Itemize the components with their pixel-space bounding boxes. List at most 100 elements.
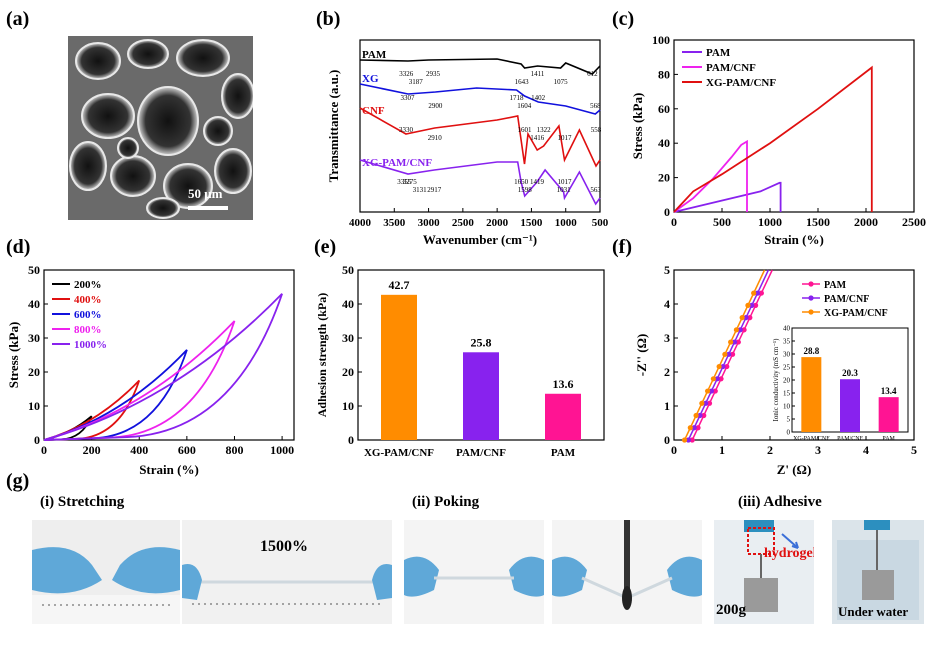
chart-f-legend-label: XG-PAM/CNF	[824, 308, 888, 319]
chart-f-inset-bar	[878, 397, 899, 432]
chart-f-inset-ytick-label: 20	[783, 377, 791, 385]
chart-d-ytick-label: 50	[28, 263, 40, 277]
chart-b-series-line	[359, 107, 601, 168]
chart-d-xlabel: Strain (%)	[139, 462, 199, 477]
chart-f-ytick-label: 2	[664, 365, 670, 379]
chart-f-point	[745, 302, 751, 308]
chart-f-point	[706, 400, 713, 406]
chart-c-ytick-label: 100	[652, 33, 670, 47]
chart-f-ytick-label: 4	[664, 297, 670, 311]
chart-f-point	[712, 388, 718, 394]
chart-d-xtick-label: 600	[178, 443, 196, 457]
chart-c-xlabel: Strain (%)	[764, 232, 824, 247]
chart-b-peak-label: 3307	[401, 94, 416, 102]
chart-b-peak-label: 1411	[531, 70, 545, 78]
chart-b-peak-label: 3355	[397, 178, 412, 186]
chart-c-ytick-label: 0	[664, 205, 670, 219]
stretch-value-label: 1500%	[260, 538, 308, 555]
chart-b-peak-label: 3275	[403, 178, 418, 186]
chart-e-category-label: PAM/CNF	[456, 447, 506, 459]
chart-e-category-label: XG-PAM/CNF	[364, 447, 434, 459]
chart-c-xtick-label: 1000	[758, 215, 782, 229]
panel-label-a: (a)	[6, 8, 30, 30]
adhesive-title: (iii) Adhesive	[738, 494, 822, 510]
chart-e-ytick-label: 40	[342, 297, 354, 311]
chart-b-peak-label: 1017	[558, 134, 573, 142]
chart-b: 4000 3500 3000 2500 2000 1500 1000 500 PAM XG CNF…	[326, 39, 609, 247]
chart-d-xtick-label: 800	[225, 443, 243, 457]
chart-c-ytick-label: 80	[658, 67, 670, 81]
chart-f-xlabel: Z' (Ω)	[777, 462, 812, 477]
panel-label-f: (f)	[612, 236, 632, 258]
chart-b-peak-label: 3131	[413, 186, 428, 194]
chart-c-ytick-label: 40	[658, 136, 670, 150]
chart-c-legend-label: XG-PAM/CNF	[706, 77, 776, 89]
chart-b-series-label: XG	[362, 73, 379, 85]
chart-d-legend-label: 800%	[74, 324, 102, 336]
chart-c-xtick-label: 500	[713, 215, 731, 229]
chart-f-xtick-label: 3	[815, 443, 821, 457]
chart-b-peak-label: 612	[587, 70, 598, 78]
chart-c-ytick-label: 20	[658, 171, 670, 185]
chart-b-series-label: PAM	[362, 49, 387, 61]
chart-b-peak-label: 1402	[531, 94, 546, 102]
chart-d-ylabel: Stress (kPa)	[6, 322, 21, 389]
chart-f-point	[708, 388, 715, 394]
chart-f-point	[685, 437, 691, 443]
chart-b-xtick-label: 2500	[452, 217, 475, 229]
chart-b-peak-label: 558	[591, 126, 602, 134]
chart-f-point	[687, 425, 693, 431]
chart-f-inset-ytick-label: 40	[783, 325, 791, 333]
chart-f-point	[701, 412, 707, 419]
stretch-photo-1500: 1500%	[182, 520, 392, 624]
chart-f-inset-value-label: 28.8	[803, 346, 819, 356]
chart-f-inset-ytick-label: 0	[787, 429, 791, 437]
chart-f-point	[758, 290, 764, 296]
chart-d-series-line	[43, 320, 236, 441]
chart-b-series-label: CNF	[362, 105, 385, 117]
sem-pore-texture	[68, 36, 253, 220]
underwater-label: Under water	[838, 604, 909, 619]
chart-f-inset-bar	[840, 379, 860, 432]
chart-f-point	[695, 425, 701, 431]
chart-f-inset-category-label: XG-PAM/CNF	[793, 436, 830, 442]
chart-f-legend-marker	[808, 281, 814, 287]
chart-f-inset-ytick-label: 35	[783, 338, 791, 346]
chart-e: 0 10 20 30 40 50 42.7 XG-PAM/CNF 25.8 PAM/CNF 13.…	[315, 263, 605, 459]
chart-b-xtick-label: 4000	[349, 217, 372, 229]
chart-f-legend-label: PAM	[824, 280, 847, 291]
chart-f-point	[714, 376, 720, 382]
chart-f-inset-bar	[801, 357, 822, 432]
chart-f-frame	[673, 269, 915, 441]
chart-b-peak-label: 1601	[518, 126, 533, 134]
chart-e-value-label: 25.8	[471, 335, 492, 349]
chart-b-xtick-label: 1000	[555, 217, 578, 229]
chart-c-xtick-label: 2500	[902, 215, 926, 229]
chart-f-point	[739, 315, 745, 321]
chart-c-ytick-label: 60	[658, 102, 670, 116]
sem-scalebar-label: 50 μm	[188, 186, 223, 201]
chart-f-inset-ytick-label: 5	[787, 416, 791, 424]
chart-b-peak-label: 1643	[515, 78, 530, 86]
chart-e-ytick-label: 50	[342, 263, 354, 277]
poking-title: (ii) Poking	[412, 494, 480, 510]
chart-f-xtick-label: 4	[863, 443, 869, 457]
chart-b-peak-label: 1075	[554, 78, 569, 86]
chart-e-category-label: PAM	[551, 447, 576, 459]
chart-f-point	[703, 400, 709, 406]
chart-c-ylabel: Stress (kPa)	[630, 93, 645, 160]
chart-f-legend-marker	[808, 295, 814, 301]
chart-f-inset-ytick-label: 30	[783, 351, 791, 359]
chart-f-point	[743, 315, 749, 321]
chart-c-series-line	[673, 65, 873, 213]
sem-image: 50 μm	[68, 36, 253, 220]
chart-f-point	[731, 339, 738, 345]
chart-f-point	[716, 363, 722, 370]
chart-d-ytick-label: 30	[28, 331, 40, 345]
chart-b-peak-label: 1416	[530, 134, 545, 142]
chart-b-series-line	[359, 83, 601, 115]
chart-e-bar	[545, 393, 581, 440]
chart-b-peak-label: 1598	[518, 186, 533, 194]
chart-f-point	[751, 290, 757, 296]
chart-d-xtick-label: 0	[41, 443, 47, 457]
